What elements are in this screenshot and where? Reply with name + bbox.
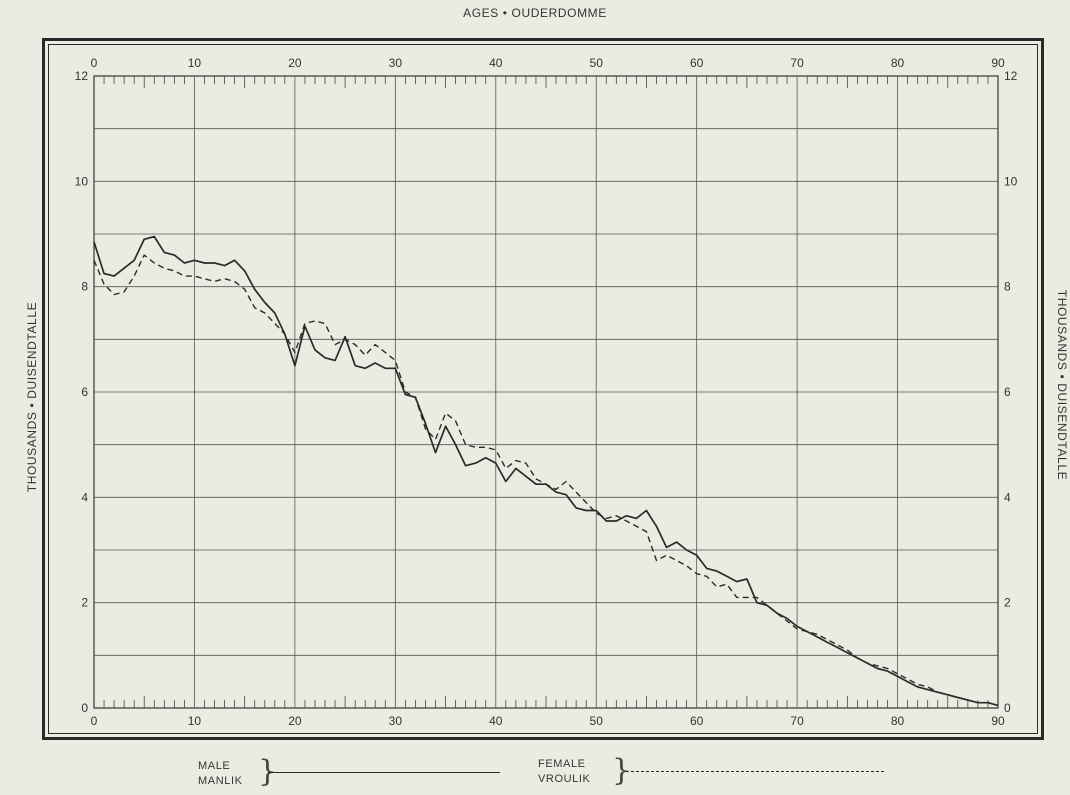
legend-female-en: FEMALE <box>538 758 586 770</box>
tick-marks <box>103 76 989 708</box>
x-tick-label-bottom: 50 <box>590 714 604 728</box>
chart-frame-outer <box>42 38 1044 740</box>
chart-frame-inner <box>48 44 1038 734</box>
x-tick-label-top: 30 <box>389 56 403 70</box>
x-tick-label-top: 40 <box>489 56 503 70</box>
y-tick-label-left: 8 <box>81 280 88 294</box>
x-tick-label-bottom: 40 <box>489 714 503 728</box>
page-title: AGES • OUDERDOMME <box>463 6 607 20</box>
y-tick-label-right: 10 <box>1004 174 1018 188</box>
x-tick-label-bottom: 30 <box>389 714 403 728</box>
x-tick-label-bottom: 90 <box>991 714 1005 728</box>
legend-female-af: VROULIK <box>538 773 591 785</box>
x-tick-label-bottom: 70 <box>790 714 804 728</box>
y-tick-label-right: 8 <box>1004 280 1011 294</box>
y-tick-label-right: 6 <box>1004 385 1011 399</box>
x-tick-label-bottom: 60 <box>690 714 704 728</box>
x-tick-label-top: 60 <box>690 56 704 70</box>
y-tick-label-right: 0 <box>1004 701 1011 715</box>
x-tick-label-top: 90 <box>991 56 1005 70</box>
x-tick-label-top: 0 <box>91 56 98 70</box>
female-series-line <box>93 254 999 707</box>
grid <box>93 75 999 709</box>
y-tick-label-left: 12 <box>75 69 89 83</box>
legend-female-brace: } <box>612 753 632 788</box>
y-tick-label-left: 2 <box>81 596 88 610</box>
legend-male-af: MANLIK <box>198 775 243 787</box>
legend-female-label: FEMALE VROULIK <box>538 757 591 787</box>
y-tick-label-left: 6 <box>81 385 88 399</box>
series-lines <box>93 235 999 707</box>
x-tick-label-top: 50 <box>590 56 604 70</box>
legend-male-en: MALE <box>198 760 231 772</box>
x-tick-label-top: 20 <box>288 56 302 70</box>
x-tick-label-top: 10 <box>188 56 202 70</box>
y-tick-label-left: 0 <box>81 701 88 715</box>
y-tick-label-right: 4 <box>1004 490 1011 504</box>
y-tick-label-right: 12 <box>1004 69 1018 83</box>
y-tick-label-right: 2 <box>1004 596 1011 610</box>
x-tick-label-bottom: 80 <box>891 714 905 728</box>
x-tick-label-bottom: 0 <box>91 714 98 728</box>
x-tick-label-bottom: 10 <box>188 714 202 728</box>
x-tick-label-top: 70 <box>790 56 804 70</box>
y-tick-label-left: 10 <box>75 174 89 188</box>
legend-male-line <box>268 772 500 773</box>
legend-male-label: MALE MANLIK <box>198 759 243 789</box>
x-tick-label-bottom: 20 <box>288 714 302 728</box>
male-series-line <box>93 235 999 707</box>
y-tick-label-left: 4 <box>81 490 88 504</box>
legend-male-brace: } <box>258 754 278 789</box>
legend-female-line <box>626 771 884 772</box>
x-tick-label-top: 80 <box>891 56 905 70</box>
